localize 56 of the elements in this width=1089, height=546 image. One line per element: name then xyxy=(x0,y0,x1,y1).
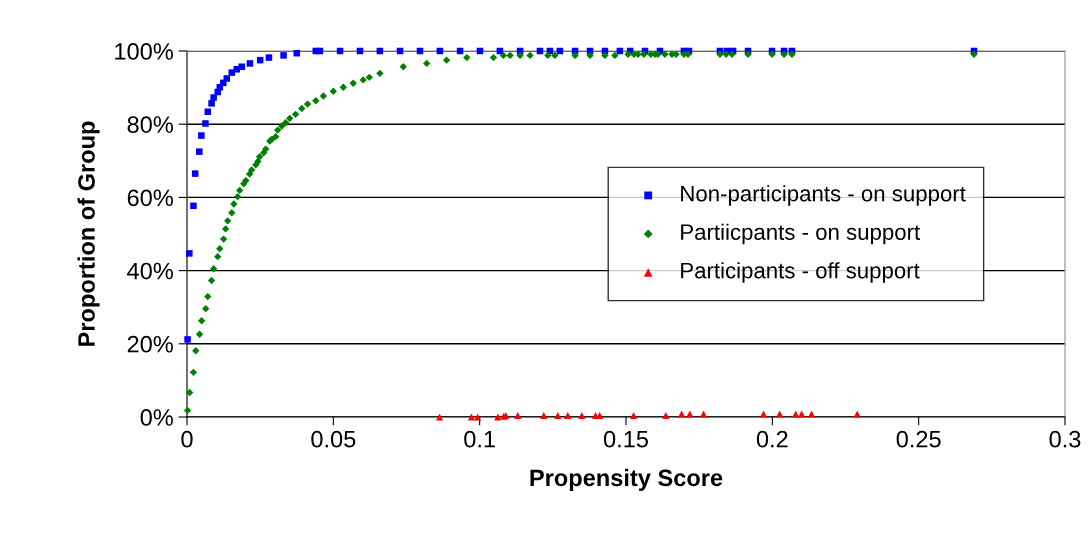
point xyxy=(208,100,215,107)
point xyxy=(540,412,548,420)
x-tick-label: 0.1 xyxy=(464,430,495,448)
legend-label: Non-participants - on support xyxy=(681,185,966,206)
point xyxy=(630,412,638,420)
point xyxy=(202,120,209,127)
x-tick-label: 0.3 xyxy=(1049,430,1081,448)
y-tick-label: 0% xyxy=(140,409,173,426)
point xyxy=(191,170,199,177)
point xyxy=(436,413,444,421)
point xyxy=(265,54,273,61)
point xyxy=(214,88,221,96)
point xyxy=(184,336,191,343)
point xyxy=(578,412,586,420)
x-tick-label: 0.25 xyxy=(896,430,941,448)
point xyxy=(293,49,301,57)
point xyxy=(792,410,800,418)
point xyxy=(514,412,522,420)
point xyxy=(198,132,205,139)
point xyxy=(798,410,806,418)
y-tick-label: 100% xyxy=(115,43,173,60)
x-axis-title: Propensity Score xyxy=(530,468,723,491)
point xyxy=(246,60,254,67)
point xyxy=(808,410,816,418)
legend-label: Participants - off support xyxy=(681,262,920,283)
point xyxy=(853,410,861,418)
x-tick-label: 0.05 xyxy=(311,430,356,448)
point xyxy=(196,148,203,155)
point xyxy=(494,413,502,421)
x-tick-label: 0.2 xyxy=(756,430,788,448)
point xyxy=(280,52,287,59)
point xyxy=(190,202,197,210)
y-tick-label: 60% xyxy=(127,189,173,207)
legend-label: Partiicpants - on support xyxy=(681,223,921,245)
y-axis-title: Proportion of Group xyxy=(77,121,100,346)
point xyxy=(223,75,231,82)
point xyxy=(678,410,686,418)
y-tick-label: 40% xyxy=(127,262,173,280)
point xyxy=(700,410,708,418)
y-tick-label: 20% xyxy=(127,335,173,353)
point xyxy=(204,108,212,116)
point xyxy=(760,410,768,418)
point xyxy=(210,94,217,101)
point xyxy=(186,250,193,257)
point xyxy=(662,412,670,420)
point xyxy=(564,412,572,420)
point xyxy=(554,412,562,420)
point xyxy=(474,413,482,421)
point xyxy=(238,63,245,70)
point xyxy=(776,410,784,418)
point xyxy=(596,412,604,420)
y-tick-label: 80% xyxy=(127,116,173,133)
point xyxy=(467,413,476,421)
point xyxy=(686,410,694,418)
x-tick-label: 0 xyxy=(181,430,193,448)
x-tick-label: 0.15 xyxy=(603,430,648,448)
